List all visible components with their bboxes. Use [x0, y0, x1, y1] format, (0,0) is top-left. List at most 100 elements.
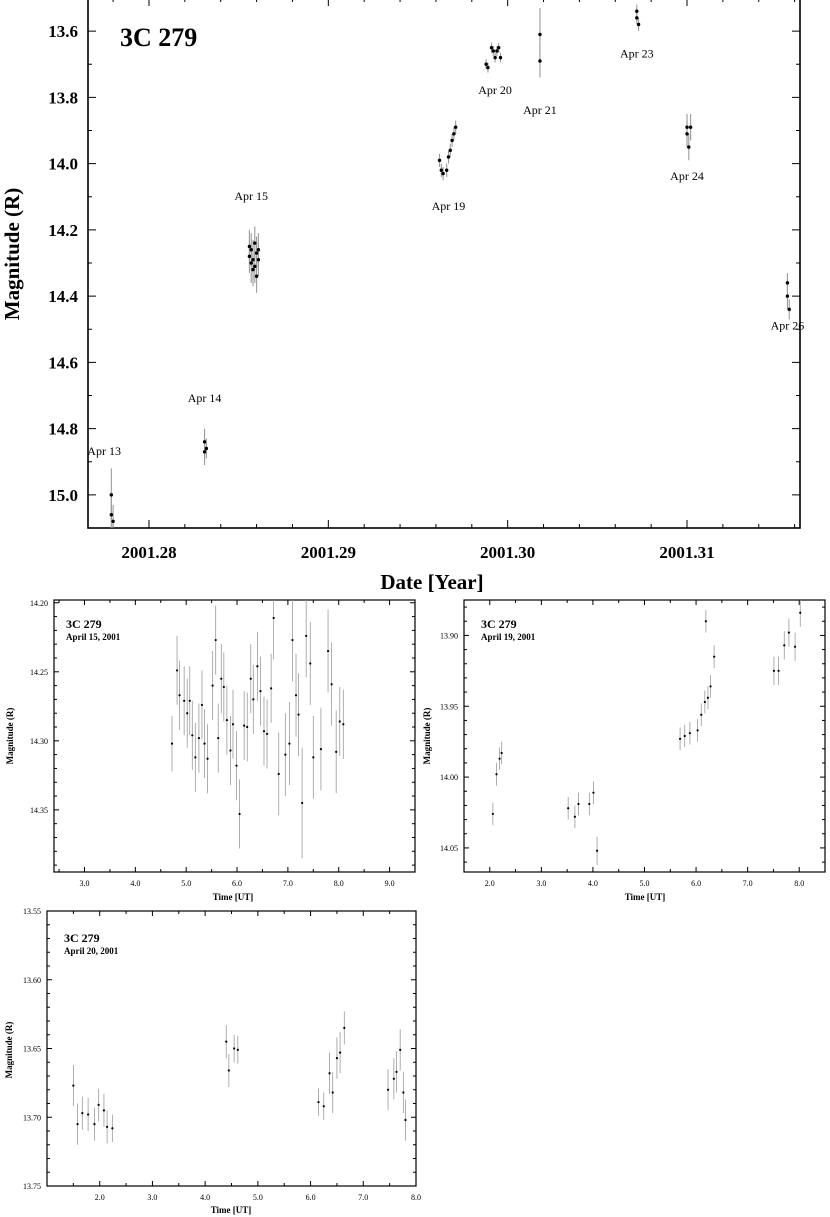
main-plot-frame: [87, 0, 801, 529]
apr19-data-point: [678, 737, 682, 740]
apr20-object-label: 3C 279: [64, 931, 100, 945]
apr15-data-point: [194, 756, 197, 759]
apr19-xtick-label: 5.0: [640, 879, 650, 888]
apr15-data-point: [252, 698, 255, 701]
main-data-point: [498, 55, 503, 60]
main-data-point: [495, 49, 499, 53]
apr20-data-point: [93, 1123, 96, 1126]
apr15-ytick-label: 14.20: [30, 599, 48, 608]
apr20-xtick-label: 6.0: [306, 1193, 316, 1202]
apr20-date-label: April 20, 2001: [64, 946, 119, 956]
apr20-data-point: [386, 1088, 390, 1091]
main-xtick-label: 2001.29: [301, 543, 356, 562]
apr20-data-point: [236, 1048, 239, 1051]
apr20-xtick-label: 4.0: [200, 1193, 210, 1202]
apr19-ticks: 2.0 3.0 4.0 5.0 6.0 7.0 8.0 13.90 13.95 14.00 14.0…: [440, 600, 826, 888]
main-data-point: [109, 513, 114, 517]
date-annotation: Apr 19: [432, 199, 466, 213]
apr20-data-point: [317, 1101, 320, 1104]
apr20-xtick-label: 7.0: [358, 1193, 368, 1202]
apr19-data-point: [703, 700, 706, 704]
apr20-ytick-label: 13.55: [23, 907, 41, 916]
date-annotation: Apr 20: [478, 83, 512, 97]
apr20-xtick-label: 3.0: [147, 1193, 157, 1202]
apr20-data-point: [328, 1072, 331, 1075]
main-ytick-label: 14.8: [48, 420, 78, 439]
apr20-data-point: [102, 1109, 106, 1112]
apr15-data-point: [238, 812, 241, 816]
main-data-point: [489, 45, 494, 50]
main-object-label: 3C 279: [120, 23, 197, 52]
apr20-data-point: [72, 1084, 75, 1087]
apr19-xtick-label: 4.0: [588, 879, 598, 888]
main-data-point: [437, 158, 442, 163]
apr19-data-point: [793, 645, 797, 648]
apr19-data-point: [772, 669, 776, 672]
apr19-x-axis-title: Time [UT]: [625, 892, 666, 902]
main-ytick-label: 14.6: [48, 353, 78, 372]
apr15-plot-frame: [53, 599, 416, 873]
date-annotation: Apr 21: [523, 103, 557, 117]
apr15-data-point: [246, 725, 249, 729]
apr15-data-point: [200, 703, 204, 707]
apr15-data-point: [211, 684, 214, 687]
main-data-point: [687, 145, 691, 149]
apr15-data-point: [284, 753, 287, 756]
apr20-data-point: [111, 1127, 114, 1130]
apr19-error-bars: [492, 600, 801, 865]
date-annotation: Apr 26: [771, 318, 805, 332]
main-data-point: [450, 138, 454, 143]
apr15-data-points: [170, 616, 345, 816]
main-data-point: [688, 125, 693, 129]
main-data-point: [254, 274, 259, 278]
apr19-data-point: [709, 685, 712, 688]
apr20-ytick-label: 13.75: [23, 1182, 41, 1191]
apr15-data-point: [175, 669, 179, 672]
main-data-points: [109, 9, 791, 524]
apr20-data-point: [331, 1091, 334, 1094]
apr20-data-point: [395, 1070, 398, 1073]
main-data-point: [448, 148, 452, 153]
main-xtick-label: 2001.30: [480, 543, 535, 562]
main-data-point: [444, 168, 449, 172]
apr19-date-label: April 19, 2001: [481, 632, 536, 642]
main-xtick-label: 2001.31: [659, 543, 714, 562]
apr15-data-point: [217, 736, 220, 740]
apr15-data-point: [270, 687, 273, 690]
main-data-point: [251, 267, 255, 272]
apr15-error-bars: [171, 600, 344, 859]
apr20-x-axis-title: Time [UT]: [211, 1205, 252, 1215]
main-data-point: [636, 22, 641, 27]
apr20-xtick-label: 5.0: [253, 1193, 263, 1202]
apr15-ytick-label: 14.25: [30, 668, 48, 677]
apr15-data-point: [305, 634, 308, 637]
apr19-data-point: [713, 655, 716, 658]
apr20-data-point: [81, 1112, 84, 1115]
apr15-data-point: [265, 732, 269, 736]
main-data-point: [111, 519, 115, 524]
apr20-ytick-label: 13.60: [23, 976, 41, 985]
apr19-data-point: [700, 713, 703, 716]
apr15-data-point: [330, 683, 333, 686]
main-data-point: [202, 450, 207, 454]
apr19-data-points: [491, 611, 802, 852]
apr19-xtick-label: 2.0: [485, 879, 495, 888]
apr20-data-point: [343, 1026, 346, 1029]
main-data-point: [486, 65, 490, 70]
apr19-ytick-label: 13.95: [440, 702, 458, 711]
apr19-xtick-label: 8.0: [794, 879, 804, 888]
main-data-point: [785, 281, 790, 285]
apr15-data-point: [197, 736, 201, 740]
main-data-point: [493, 55, 497, 60]
apr15-data-point: [186, 712, 189, 715]
apr15-ytick-label: 14.30: [30, 737, 48, 746]
main-x-axis-title: Date [Year]: [380, 570, 483, 594]
apr20-data-point: [87, 1113, 90, 1116]
main-data-point: [635, 16, 639, 20]
apr19-data-point: [595, 849, 599, 852]
apr20-data-point: [76, 1123, 79, 1126]
apr15-object-label: 3C 279: [66, 617, 102, 631]
main-data-point: [787, 307, 791, 312]
main-error-bars: [110, 4, 790, 528]
main-data-point: [453, 125, 458, 129]
